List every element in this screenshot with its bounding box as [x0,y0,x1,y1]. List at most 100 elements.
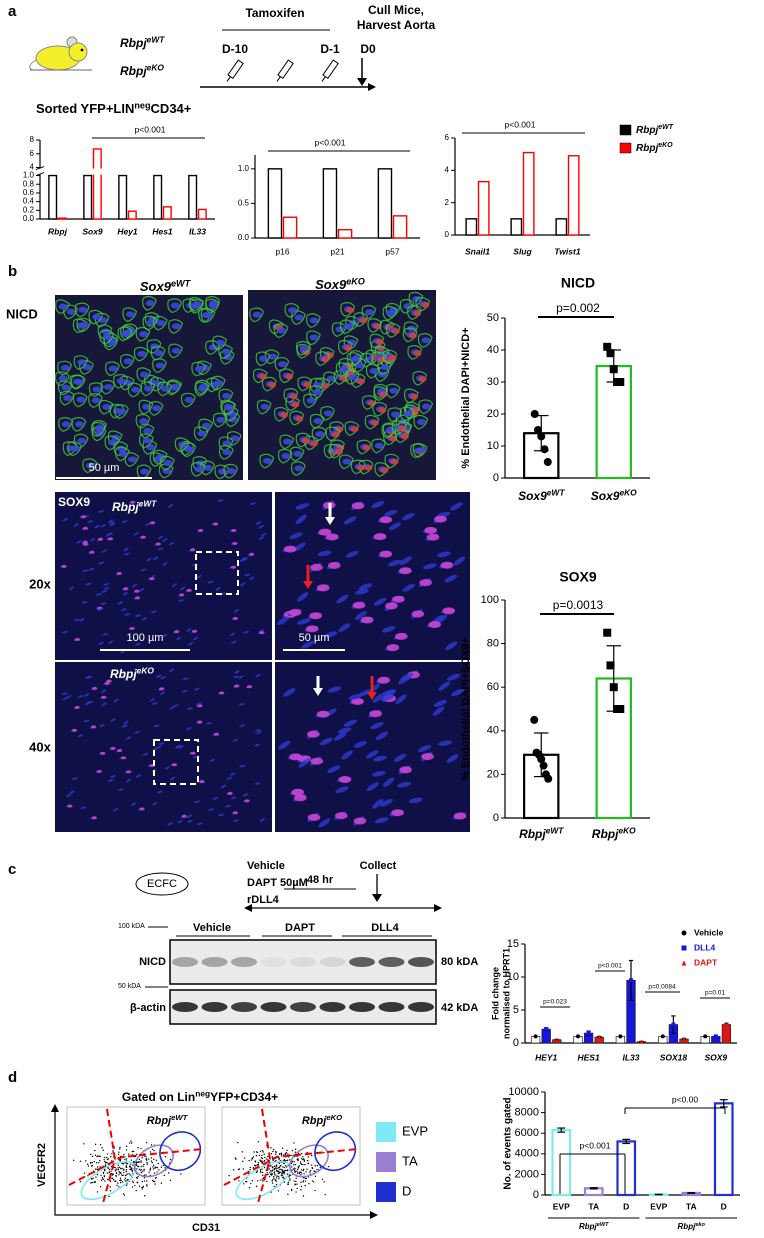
membrane [148,401,164,416]
sox9-signal [421,753,434,761]
sox9-signal [83,542,89,546]
nucleus [91,397,101,404]
event-dot [287,1153,289,1155]
nucleus [260,403,270,410]
annotation: p=0.0084 [648,984,676,991]
nicd-signal [258,373,267,380]
nucleus [157,535,164,540]
event-dot [111,1153,113,1155]
nucleus [230,632,236,637]
nucleus [76,396,86,403]
nucleus [152,405,162,412]
nucleus [254,743,261,747]
x-tick-label: EVP [650,1201,667,1211]
event-dot [140,1160,142,1162]
event-dot [72,1159,75,1162]
nucleus [263,457,273,464]
sox9-signal [232,541,238,545]
event-dot [90,1178,93,1180]
membrane [408,291,424,307]
event-dot [300,1173,302,1176]
axis-break [34,168,217,175]
x-tick-label: Sox9eKO [591,488,637,503]
nicd-signal [370,419,379,426]
event-dot [255,1185,258,1188]
sox9-signal [291,788,305,796]
membrane [387,407,403,423]
nucleus [259,818,265,823]
nucleus [243,630,250,634]
membrane [122,307,138,323]
nucleus [117,408,127,415]
sox9-signal [434,515,447,523]
y-tick-label: 0 [533,1189,539,1201]
nucleus [77,437,87,444]
text-part: Rbpj [302,1115,327,1127]
membrane [399,406,415,422]
nucleus [109,775,116,778]
sox9-signal [189,548,196,552]
sox9-signal [91,816,97,820]
event-dot [125,1174,127,1176]
day-label: D0 [360,42,376,56]
event-dot [274,1179,277,1181]
event-dot [259,1160,262,1162]
event-dot [251,1179,254,1182]
event-dot [138,1158,141,1161]
event-dot [123,1171,125,1174]
nucleus [348,374,358,381]
membrane [168,319,183,334]
y-tick-label: 0.4 [23,197,35,206]
event-dot [282,1176,285,1178]
label: VEGFR2 [36,1143,48,1187]
legend-label: RbpjeKO [636,142,673,154]
event-dot [151,1161,153,1164]
nucleus [186,628,192,632]
nucleus [244,573,251,577]
event-dot [129,1174,132,1176]
event-dot [269,1161,271,1163]
nucleus [421,403,431,410]
legend-label: TA [402,1153,418,1168]
text-part: Sox9 [140,279,172,294]
event-dot [276,1170,279,1173]
x-tick-label: Slug [513,246,532,256]
nucleus [241,557,247,561]
event-dot [115,1172,118,1174]
nucleus [110,522,116,527]
event-dot [280,1153,283,1156]
nucleus [369,368,379,375]
event-dot [101,1177,104,1179]
event-dot [279,1164,282,1167]
nucleus [79,618,85,622]
nucleus [95,593,102,596]
event-dot [149,1169,152,1171]
y-tick-label: 20 [487,408,499,420]
sox9-signal [294,794,307,802]
membrane [395,414,411,430]
text-part: Rbpj [110,667,137,681]
event-dot [119,1159,121,1161]
marker [618,1034,623,1039]
event-dot [152,1168,155,1170]
event-dot [125,1149,128,1151]
nucleus [73,522,79,527]
event-dot [287,1181,290,1183]
marker [543,458,552,466]
event-dot [238,1180,240,1182]
sox9-signal [231,529,237,533]
nucleus [123,358,133,365]
nucleus [159,691,166,695]
membrane [113,373,128,389]
event-dot [284,1160,287,1162]
bar [567,155,580,236]
y-tick-label: 6 [30,149,35,158]
bar [127,210,137,220]
event-dot [143,1180,146,1182]
gate [288,1144,329,1178]
event-dot [259,1150,262,1153]
event-dot [274,1151,277,1153]
text-part: Sorted YFP+LIN [36,101,134,116]
group-label: RbpjeWT [579,1222,609,1231]
nucleus [184,446,194,453]
